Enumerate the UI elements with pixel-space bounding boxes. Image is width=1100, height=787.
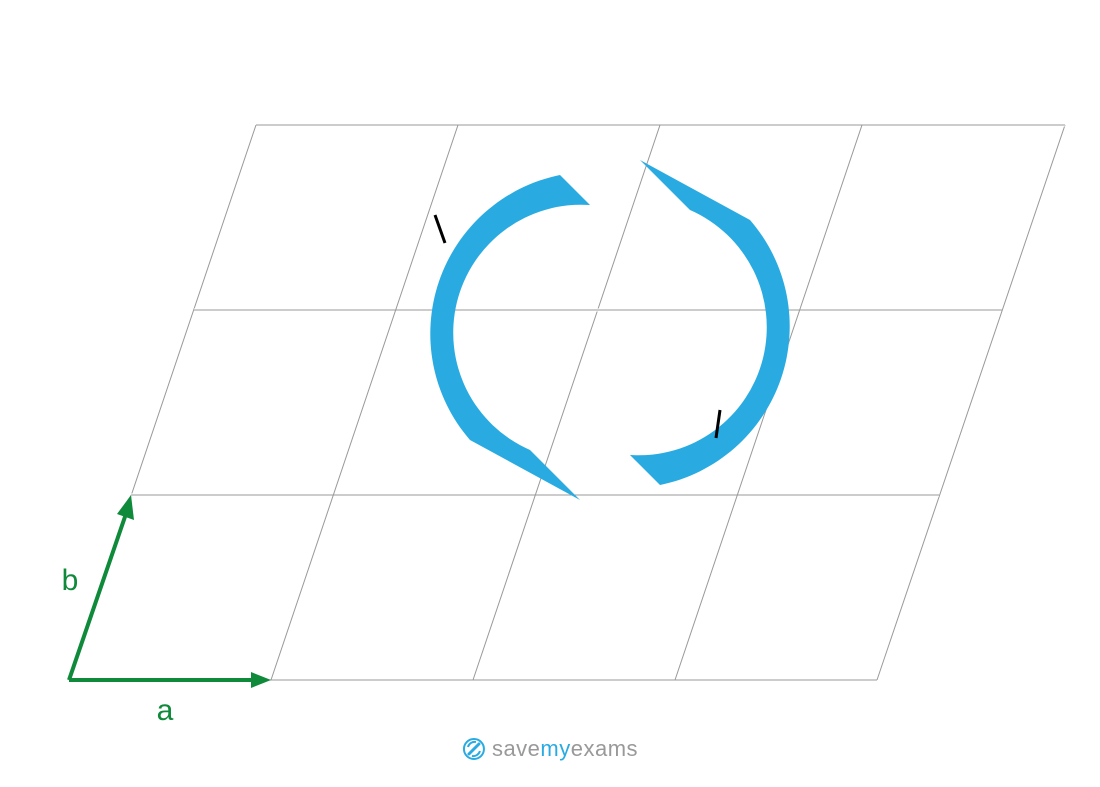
vector-b-label: b [62,564,79,597]
grid [69,125,1065,680]
brand-part-1: save [492,736,540,761]
brand-part-3: exams [571,736,638,761]
brand-part-2: my [540,736,570,761]
vector-grid-diagram: a b [0,0,1100,787]
brand-footer: savemyexams [462,736,638,762]
center-rotation-icon [430,160,789,500]
brand-icon [462,737,486,761]
vector-a-label: a [157,694,174,727]
vectors [69,495,271,688]
brand-text: savemyexams [492,736,638,762]
